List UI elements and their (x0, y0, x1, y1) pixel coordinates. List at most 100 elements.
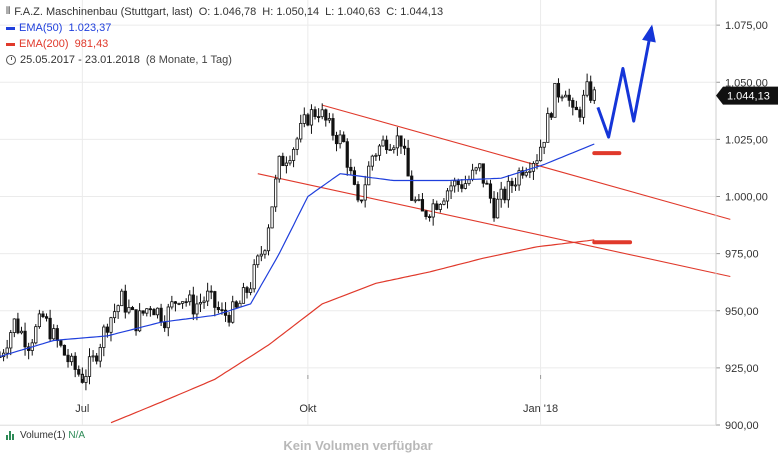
candle-body (123, 290, 127, 313)
candle-body (410, 175, 414, 201)
candle-body (12, 318, 16, 333)
candle-body (195, 303, 199, 315)
candle-body (395, 135, 399, 149)
ema200-swatch (6, 42, 15, 46)
chart-legend: ⫴ F.A.Z. Maschinenbau (Stuttgart, last) … (6, 4, 443, 68)
candle-body (381, 139, 385, 147)
candle-body (163, 321, 167, 329)
volume-bars-icon (6, 431, 16, 440)
candle-body (435, 203, 439, 210)
legend-ema50-row[interactable]: EMA(50) 1.023,37 (6, 20, 443, 36)
candle-body (152, 309, 156, 316)
candle-body (317, 116, 321, 118)
candle-body (145, 308, 149, 314)
ema200-series (110, 239, 595, 424)
candle-body (399, 135, 403, 147)
candle-body (592, 89, 596, 101)
no-volume-message: Kein Volumen verfügbar (283, 438, 433, 453)
candle-body (155, 307, 160, 316)
candle-body (585, 81, 589, 96)
candle-body (542, 141, 546, 148)
candle-body (524, 171, 528, 176)
open-label: O: (198, 6, 211, 18)
candle-body (231, 301, 235, 323)
candle-body (112, 311, 117, 319)
y-tick-label: 950,00 (725, 306, 759, 318)
ohlc-bars-icon: ⫴ (6, 6, 11, 17)
y-tick-label: 1.050,00 (725, 77, 768, 89)
candle-body (363, 184, 367, 201)
candle-body (424, 210, 428, 217)
candle-body (198, 302, 203, 305)
candle-body (392, 147, 396, 150)
y-tick-label: 1.000,00 (725, 192, 768, 204)
candle-body (259, 253, 263, 257)
candle-body (370, 155, 374, 167)
candle-body (241, 287, 246, 304)
candle-body (356, 184, 360, 201)
candle-body (291, 149, 296, 161)
legend-ema200-row[interactable]: EMA(200) 981,43 (6, 36, 443, 52)
x-tick-label: Okt (299, 403, 316, 415)
y-tick-label: 1.075,00 (725, 20, 768, 32)
candle-body (560, 96, 564, 99)
candle-body (488, 183, 493, 199)
volume-legend[interactable]: Volume(1) N/A (6, 430, 85, 441)
y-tick-label: 975,00 (725, 249, 759, 261)
period-note: (8 Monate, 1 Tag) (145, 54, 232, 66)
candle-body (180, 301, 185, 304)
candle-body (581, 94, 586, 118)
candle-body (266, 227, 271, 252)
candle-body (388, 149, 392, 151)
annotations (592, 24, 656, 245)
candle-body (9, 332, 13, 349)
candle-body (209, 290, 213, 293)
candle-body (453, 180, 457, 187)
candle-body (188, 294, 192, 303)
candle-body (463, 183, 468, 189)
candle-body (510, 180, 514, 187)
close-value: 1.044,13 (400, 6, 444, 18)
candle-body (413, 199, 417, 202)
candle-body (77, 369, 81, 375)
projection-arrow-head (642, 24, 656, 43)
candle-body (506, 180, 510, 201)
candle-body (87, 356, 92, 377)
legend-period-row: 25.05.2017 - 23.01.2018 (8 Monate, 1 Tag… (6, 52, 443, 68)
candle-body (417, 199, 421, 201)
instrument-name: F.A.Z. Maschinenbau (Stuttgart, last) (14, 6, 193, 18)
candle-body (556, 83, 561, 98)
candle-body (377, 145, 382, 156)
channel-lower-line (257, 173, 731, 278)
ema200-label: EMA(200) (19, 38, 69, 50)
x-tick-label: Jan '18 (523, 403, 558, 415)
x-tick-label: Jul (75, 403, 89, 415)
candle-body (499, 188, 503, 200)
candle-body (492, 197, 496, 219)
legend-instrument-row: ⫴ F.A.Z. Maschinenbau (Stuttgart, last) … (6, 4, 443, 20)
candle-body (420, 199, 425, 212)
candle-body (274, 178, 278, 208)
candle-body (5, 347, 9, 354)
candle-body (16, 318, 20, 334)
candle-body (41, 313, 45, 318)
ema50-series (0, 143, 595, 358)
candle-body (478, 163, 482, 169)
candle-body (549, 113, 553, 118)
ema200-value: 981,43 (74, 38, 109, 50)
high-value: 1.050,14 (276, 6, 320, 18)
candle-body (571, 99, 575, 108)
candle-body (0, 356, 2, 358)
candle-body (62, 344, 67, 356)
candle-body (159, 307, 163, 323)
candlestick-series (0, 73, 596, 391)
y-tick-label: 925,00 (725, 363, 759, 375)
candle-body (427, 216, 432, 218)
candle-body (474, 167, 478, 171)
candle-body (521, 170, 525, 176)
candle-body (91, 355, 95, 358)
candle-body (538, 146, 543, 162)
candle-body (48, 317, 52, 340)
high-label: H: (262, 6, 274, 18)
candle-body (327, 118, 331, 121)
